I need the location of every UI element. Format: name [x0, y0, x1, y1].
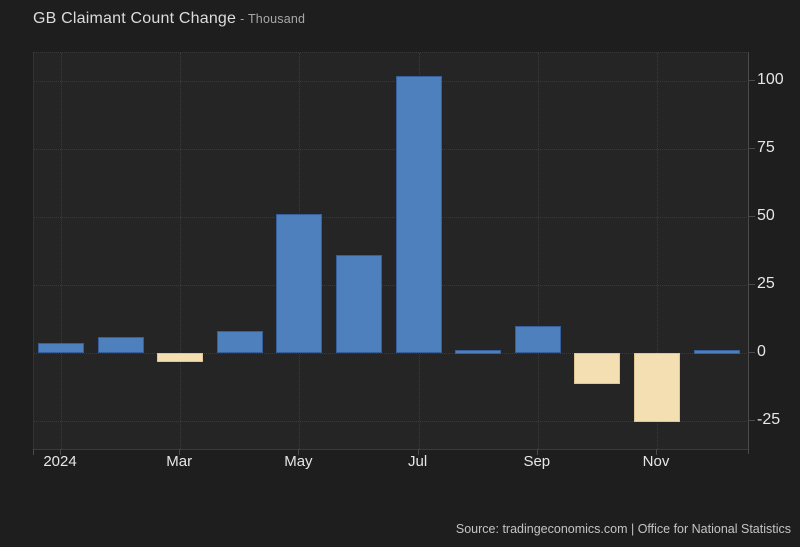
y-axis-tick: [748, 351, 755, 353]
x-axis-tick: [536, 449, 538, 455]
gridline-horizontal: [34, 420, 749, 422]
y-axis-label: -25: [757, 410, 781, 428]
y-axis-label: 0: [757, 342, 766, 360]
gridline-vertical: [180, 53, 182, 449]
y-axis-label: 25: [757, 274, 775, 292]
chart-bar-nov[interactable]: [634, 352, 680, 423]
chart-bar-apr[interactable]: [216, 331, 263, 353]
gridline-horizontal: [34, 80, 749, 82]
chart-bar-jun[interactable]: [336, 255, 382, 353]
x-axis-tick: [298, 449, 300, 455]
x-axis-label: Nov: [642, 453, 670, 470]
y-axis-line: [748, 52, 749, 454]
x-axis-tick: [179, 449, 181, 455]
gridline-vertical: [61, 53, 62, 449]
gridline-horizontal: [34, 352, 749, 354]
chart-bar-jan-2024[interactable]: [38, 343, 84, 353]
chart-title: GB Claimant Count Change - Thousand: [33, 10, 305, 28]
source-credit: Source: tradingeconomics.com | Office fo…: [455, 522, 791, 536]
chart-bar-aug[interactable]: [455, 350, 502, 355]
x-axis-label: Mar: [166, 453, 193, 470]
y-axis-label: 50: [757, 206, 775, 224]
gridline-vertical: [657, 53, 658, 449]
chart-bar-sep[interactable]: [514, 326, 561, 353]
x-axis-tick: [656, 449, 657, 455]
gridline-vertical: [537, 53, 539, 449]
chart-bar-jul[interactable]: [395, 76, 442, 353]
y-axis-label: 75: [757, 138, 775, 156]
y-axis-tick: [748, 419, 755, 421]
chart-bar-may[interactable]: [276, 214, 323, 353]
chart-bar-feb[interactable]: [97, 337, 144, 353]
y-axis-label: 100: [757, 70, 784, 88]
x-axis-label: Sep: [523, 453, 551, 470]
chart-bar-oct[interactable]: [574, 352, 621, 384]
y-axis-tick: [748, 283, 755, 285]
y-axis-tick: [748, 147, 755, 149]
x-axis-label: Jul: [408, 453, 428, 470]
x-axis-label: May: [284, 453, 313, 470]
y-axis-tick: [748, 215, 755, 217]
chart-title-text: GB Claimant Count Change: [33, 10, 237, 27]
gridline-horizontal: [34, 284, 749, 286]
chart-bar-mar[interactable]: [157, 352, 204, 362]
x-axis-tick: [417, 449, 419, 455]
x-axis-tick: [60, 449, 61, 455]
x-axis-label: 2024: [43, 453, 77, 470]
plot-area: [33, 52, 749, 450]
chart-unit-label: - Thousand: [240, 12, 306, 26]
gridline-horizontal: [34, 148, 749, 150]
gridline-horizontal: [34, 216, 749, 218]
x-axis-tick: [33, 449, 34, 455]
chart-bar-dec[interactable]: [693, 350, 740, 355]
y-axis-tick: [748, 79, 755, 81]
